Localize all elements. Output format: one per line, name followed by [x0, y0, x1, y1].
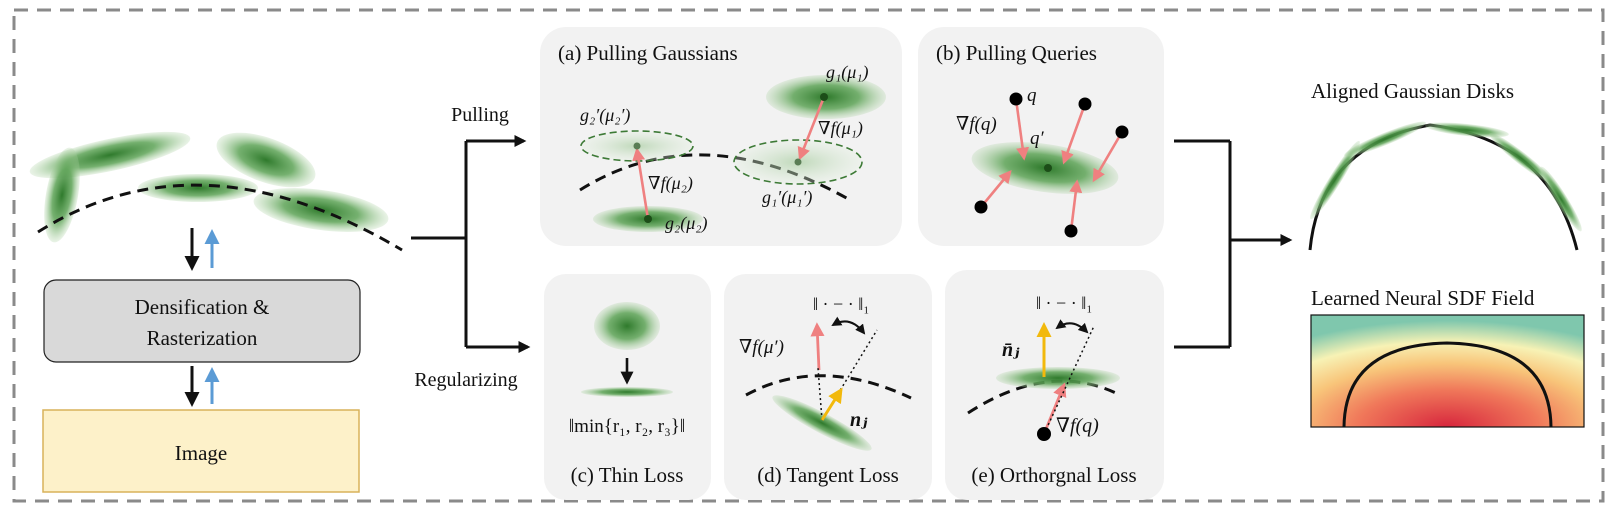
pulling-label: Pulling	[451, 104, 509, 126]
panel-b	[918, 27, 1164, 246]
label-q: q	[1027, 85, 1037, 106]
label-grad-mu-prime: ∇f(μ′)	[739, 337, 784, 358]
label-g1: g₁(μ₁)	[826, 62, 869, 83]
panel-b-title: (b) Pulling Queries	[936, 41, 1097, 65]
image-box	[42, 409, 360, 493]
sdf-field	[1310, 314, 1585, 428]
panel-c	[544, 274, 711, 500]
gaussian-e	[996, 367, 1120, 389]
input-gaussians	[29, 131, 403, 252]
norm-label-e: ‖ · − · ‖₁	[1036, 293, 1093, 313]
label-normal-e: n̄ⱼ	[1002, 339, 1020, 361]
panel-d	[724, 274, 932, 500]
norm-label-d: ‖ · − · ‖₁	[813, 294, 870, 314]
label-grad-mu1: ∇f(μ₁)	[818, 118, 863, 139]
panel-c-title: (c) Thin Loss	[571, 463, 684, 487]
image-label: Image	[175, 441, 227, 465]
label-g2: g₂(μ₂)	[665, 213, 708, 234]
sdf-title: Learned Neural SDF Field	[1311, 286, 1535, 310]
outer-border	[12, 8, 1605, 503]
panel-d-title: (d) Tangent Loss	[757, 463, 899, 487]
label-g2-prime: g₂′(μ₂′)	[580, 105, 630, 126]
label-grad-q-e: ∇f(q)	[1056, 415, 1099, 437]
label-q-prime: q′	[1030, 128, 1045, 149]
panel-e-title: (e) Orthorgnal Loss	[971, 463, 1136, 487]
densification-box	[43, 279, 361, 363]
regularizing-label: Regularizing	[414, 369, 517, 391]
gaussian-flat	[581, 387, 673, 397]
disks-title: Aligned Gaussian Disks	[1311, 79, 1514, 103]
panel-a-title: (a) Pulling Gaussians	[558, 41, 738, 65]
densification-label-line2: Rasterization	[147, 326, 258, 350]
label-normal-d: nⱼ	[850, 409, 868, 431]
gaussian-d	[772, 395, 872, 451]
surface-curve	[37, 183, 403, 252]
thin-loss-formula: ‖min{r₁, r₂, r₃}‖	[569, 416, 685, 437]
branch-connector	[411, 135, 531, 353]
label-g1-prime: g₁′(μ₁′)	[762, 187, 812, 208]
densification-label-line1: Densification &	[135, 295, 270, 319]
label-grad-mu2: ∇f(μ₂)	[648, 173, 693, 194]
aligned-disks	[1308, 121, 1582, 251]
merge-connector	[1174, 139, 1293, 349]
label-grad-q: ∇f(q)	[956, 114, 997, 135]
gaussian-thick	[594, 302, 660, 350]
